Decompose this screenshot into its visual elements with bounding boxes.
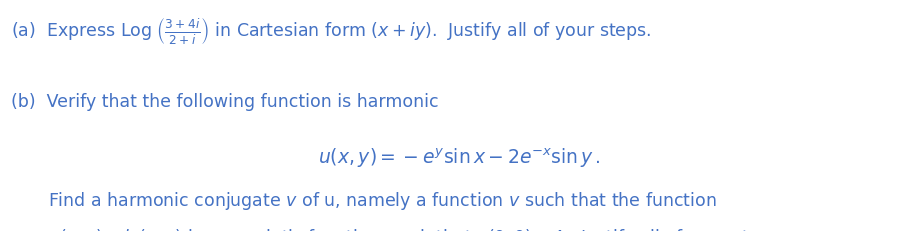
- Text: (b)  Verify that the following function is harmonic: (b) Verify that the following function i…: [11, 92, 439, 110]
- Text: $u(x, y) = -e^{y}\sin x - 2e^{-x}\sin y\,.$: $u(x, y) = -e^{y}\sin x - 2e^{-x}\sin y\…: [318, 146, 600, 169]
- Text: Find a harmonic conjugate $v$ of $\mathrm{u}$, namely a function $v$ such that t: Find a harmonic conjugate $v$ of $\mathr…: [48, 189, 716, 211]
- Text: (a)  Express Log $\left(\frac{3+4i}{2+i}\right)$ in Cartesian form $(x + iy)$.  : (a) Express Log $\left(\frac{3+4i}{2+i}\…: [11, 16, 652, 46]
- Text: $u(x, y) + iv(x, y)$ is an analytic function, such that $v(0, 0) = 4$.  Justify : $u(x, y) + iv(x, y)$ is an analytic func…: [48, 226, 784, 231]
